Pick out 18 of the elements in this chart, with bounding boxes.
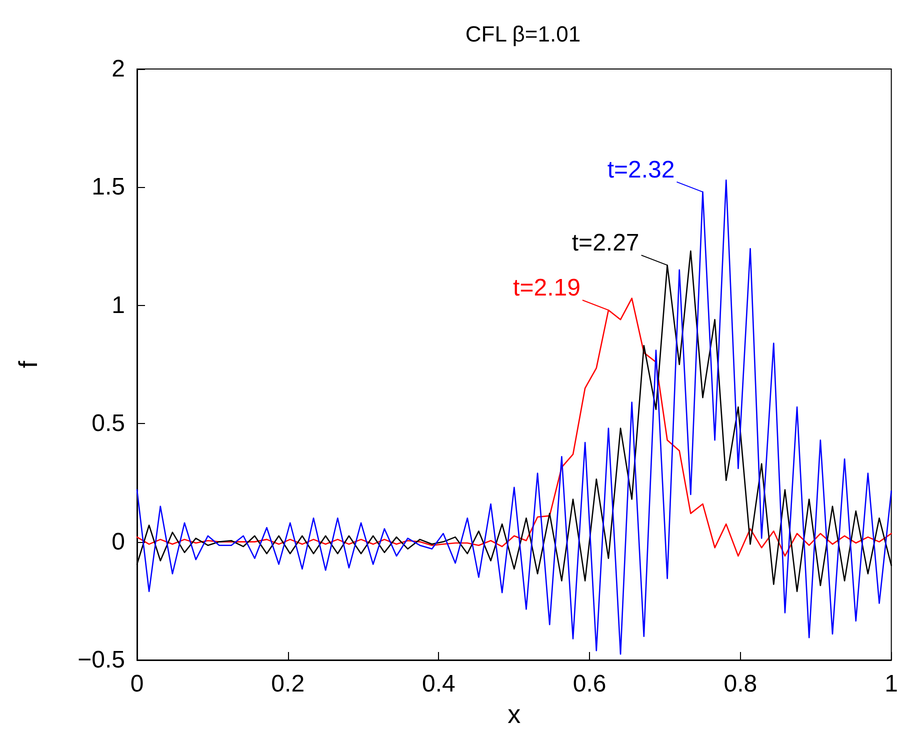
y-tick-label: 1.5 [92, 174, 125, 201]
y-tick-label: 0 [112, 528, 125, 556]
annotation: t=2.19 [513, 274, 580, 302]
chart-title: CFL β=1.01 [465, 22, 581, 46]
annotation: t=2.32 [607, 156, 675, 184]
x-tick-label: 0.8 [724, 670, 758, 698]
x-tick-label: 0 [130, 670, 144, 698]
x-tick-label: 0.4 [422, 670, 456, 698]
y-tick-label: −0.5 [78, 646, 125, 674]
y-tick-label: 2 [112, 56, 125, 82]
x-tick-label: 0.6 [572, 670, 606, 698]
y-axis-title: f [13, 360, 43, 368]
x-tick-label: 0.2 [271, 670, 305, 698]
y-tick-label: 1 [112, 292, 125, 319]
y-tick-label: 0.5 [92, 410, 125, 438]
x-axis-title: x [508, 698, 521, 729]
x-tick-label: 1 [884, 670, 898, 698]
annotation: t=2.27 [572, 230, 640, 257]
